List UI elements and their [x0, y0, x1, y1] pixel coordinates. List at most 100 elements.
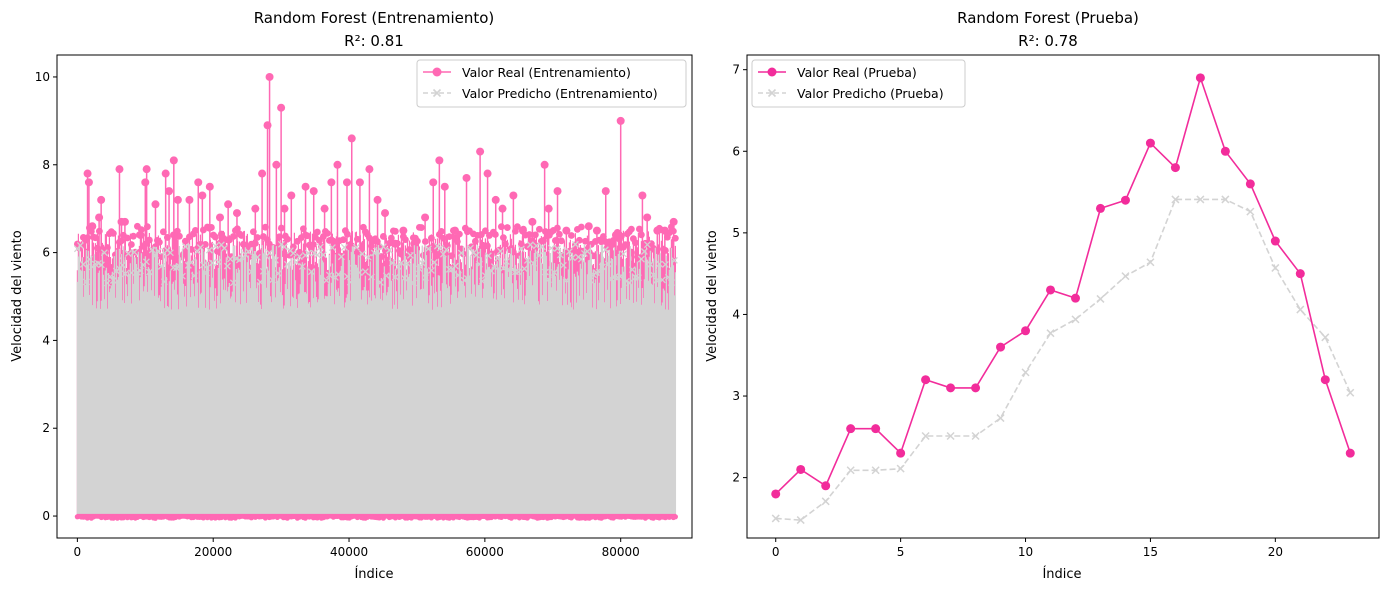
series-predicted-point	[661, 260, 669, 268]
series-predicted-point	[484, 252, 492, 260]
series-predicted-point	[187, 258, 195, 266]
series-predicted-point	[616, 273, 624, 280]
series-predicted-point	[136, 267, 144, 275]
series-real-point	[211, 233, 219, 241]
series-predicted-point	[253, 253, 261, 261]
series-real-point	[207, 224, 215, 231]
series-real-point	[627, 225, 635, 233]
series-predicted-point	[559, 261, 567, 269]
series-real-point	[771, 489, 781, 499]
series-real-point	[141, 178, 150, 187]
series-real-point	[1070, 293, 1080, 303]
series-real-point	[616, 116, 625, 125]
series-predicted-point	[577, 255, 585, 263]
series-predicted-point	[896, 464, 905, 473]
series-predicted-point	[229, 279, 237, 287]
series-predicted-point	[493, 254, 501, 262]
series-predicted-point	[514, 268, 522, 276]
series-predicted-point	[208, 259, 216, 267]
series-real-point	[476, 147, 485, 156]
series-real-point	[142, 165, 151, 174]
chart-title-line1: Random Forest (Prueba)	[957, 9, 1139, 27]
series-predicted-point	[526, 241, 534, 249]
series-predicted-point	[313, 251, 321, 259]
chart-title-line1: Random Forest (Entrenamiento)	[254, 9, 495, 27]
series-predicted-point	[466, 244, 474, 252]
series-real-point	[1245, 179, 1255, 189]
series-real-point	[531, 231, 539, 239]
series-real-point	[581, 237, 589, 245]
x-axis-label: Índice	[1042, 566, 1081, 582]
series-predicted-point	[289, 249, 297, 257]
series-real-point	[1021, 326, 1031, 336]
series-real-point	[462, 173, 471, 182]
legend: Valor Real (Prueba) Valor Predicho (Prue…	[751, 59, 966, 108]
series-predicted-point	[846, 466, 855, 475]
y-axis-ticks: 0 2 4 6 8 10	[35, 70, 57, 523]
series-real-point	[405, 246, 413, 253]
series-predicted-point	[971, 431, 980, 441]
axes-frame	[56, 54, 693, 539]
series-real-point	[201, 241, 209, 248]
series-real-point	[115, 165, 124, 174]
series-real-point	[601, 187, 610, 196]
x-axis-ticks: 0 5 10 15 20	[772, 538, 1283, 559]
series-real-point	[440, 182, 449, 191]
series-real-point	[429, 178, 438, 187]
series-predicted-point	[921, 431, 930, 441]
series-predicted-point	[670, 256, 678, 264]
x-tick-label: 20	[1268, 545, 1283, 559]
series-real-point	[103, 244, 111, 251]
series-predicted-point	[996, 414, 1005, 423]
series-predicted-point	[580, 249, 588, 257]
series-predicted-point	[403, 260, 411, 268]
x-tick-label: 20000	[194, 545, 232, 559]
series-predicted-point	[517, 245, 525, 253]
series-real-point	[535, 225, 543, 233]
series-predicted-point	[226, 255, 234, 263]
series-predicted-point	[472, 251, 480, 259]
series-real-point	[323, 229, 331, 237]
series-predicted-point	[490, 263, 498, 271]
series-predicted-point	[298, 262, 306, 270]
series-real-point	[1295, 269, 1305, 279]
series-real-point	[194, 178, 203, 187]
series-predicted-point	[127, 269, 135, 277]
series-predicted-point	[322, 276, 330, 284]
series-real-point	[540, 160, 549, 169]
series-predicted-point	[82, 278, 90, 286]
series-predicted-point	[601, 246, 609, 254]
series-predicted-point	[199, 261, 207, 269]
x-tick-label: 80000	[602, 545, 640, 559]
series-real-point	[497, 223, 505, 231]
series-predicted-point	[511, 268, 519, 276]
series-real-point	[501, 240, 509, 248]
x-tick-label: 15	[1143, 545, 1158, 559]
series-predicted-point	[1071, 315, 1080, 324]
series-predicted-point	[244, 248, 252, 256]
series-predicted-point	[196, 244, 204, 252]
series-real-point	[1320, 375, 1330, 385]
series-predicted-point	[821, 497, 830, 506]
series-predicted-point	[553, 245, 561, 252]
series-predicted-point	[457, 249, 465, 257]
series-real-point	[410, 239, 419, 248]
series-real-point	[525, 231, 533, 238]
series-predicted-point	[268, 276, 276, 284]
series-predicted-point	[415, 265, 423, 273]
series-predicted-point	[85, 255, 93, 263]
series-real-point	[921, 375, 931, 385]
series-predicted-point	[328, 244, 336, 251]
series-predicted-point	[337, 253, 345, 261]
chart-training: Random Forest (Entrenamiento) R²: 0.81 0…	[10, 9, 693, 582]
series-real-point	[1195, 73, 1205, 83]
series-predicted-point	[583, 247, 591, 255]
series-real-point	[796, 464, 806, 474]
series-predicted-point	[430, 258, 438, 266]
series-predicted-point	[634, 274, 642, 282]
series-predicted-point	[667, 279, 675, 286]
series-predicted-point	[412, 272, 420, 280]
series-predicted-point	[235, 256, 243, 264]
series-predicted-point	[211, 242, 219, 250]
series-predicted-point	[103, 279, 111, 287]
